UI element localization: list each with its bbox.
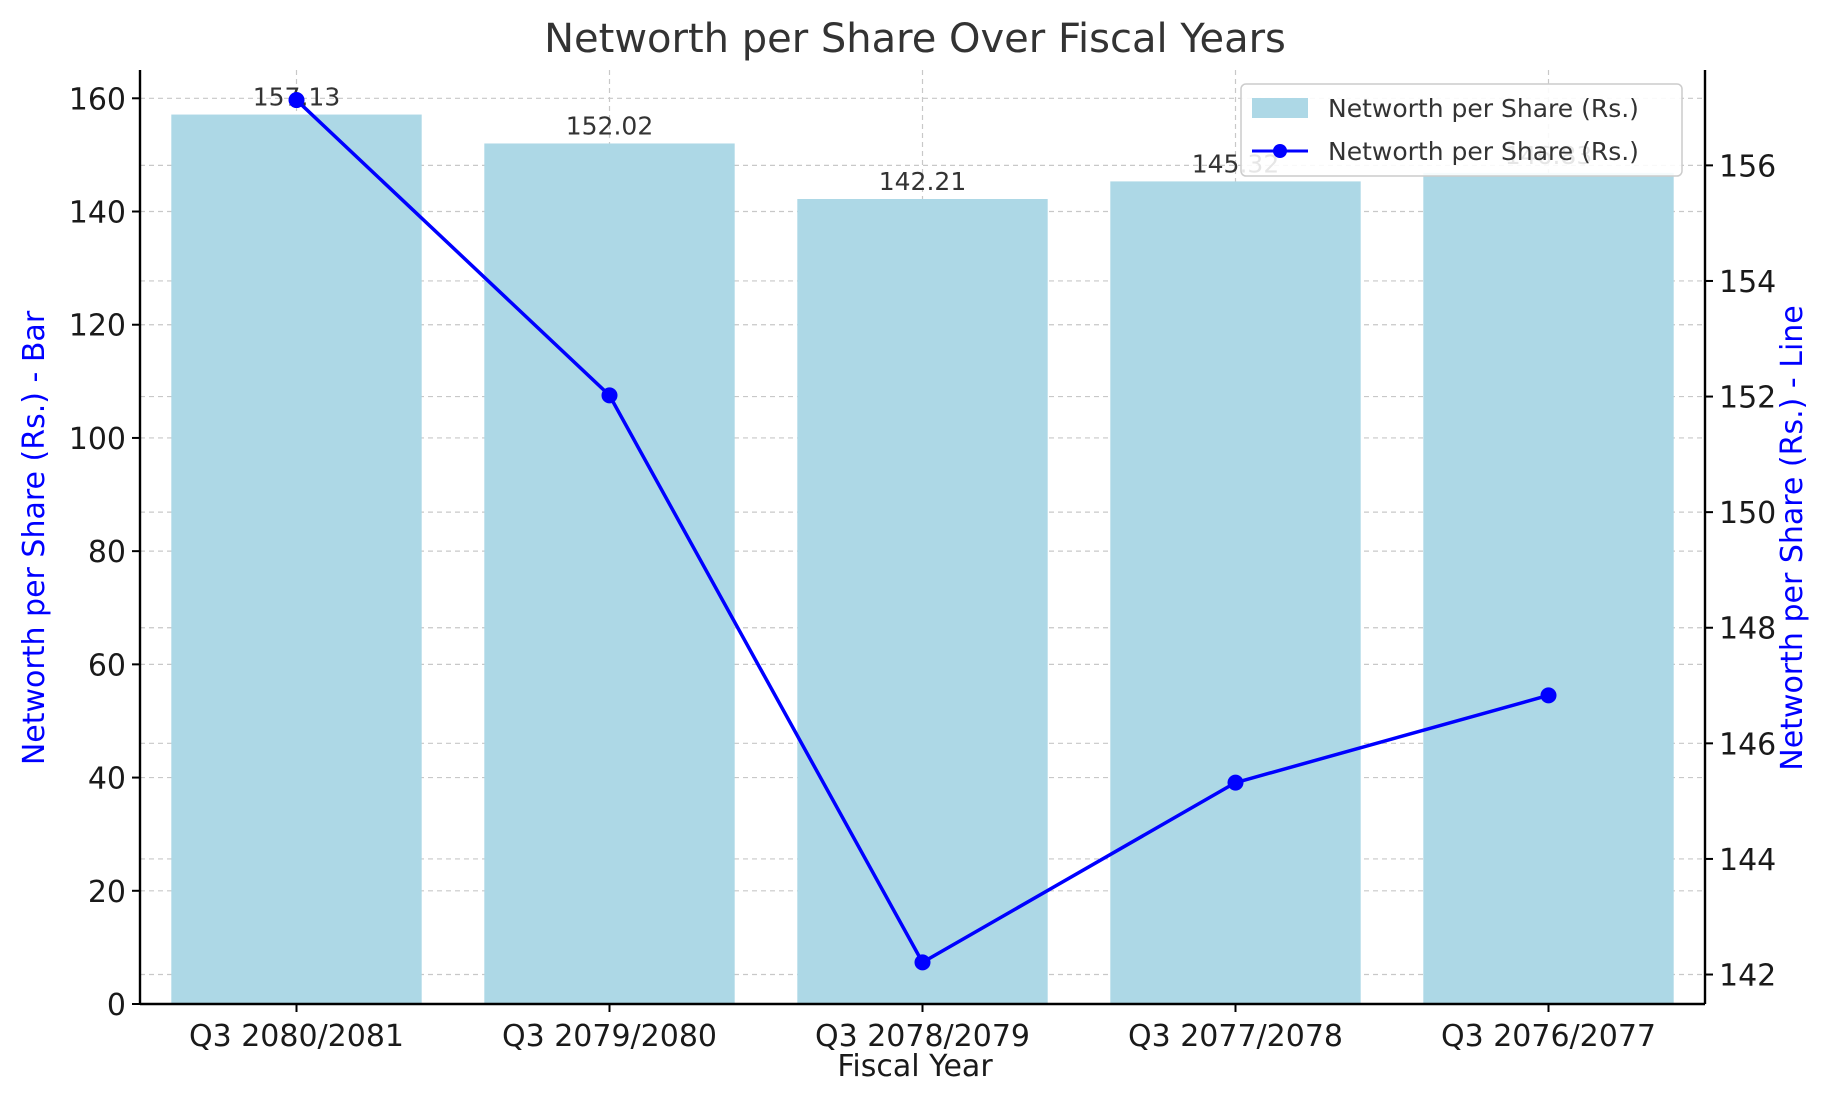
x-tick-label: Q3 2078/2079 [815, 1019, 1030, 1054]
line-series [288, 92, 1557, 971]
legend-bar-swatch [1252, 98, 1308, 118]
legend-box [1240, 83, 1683, 177]
bar [1110, 181, 1361, 1004]
x-tick-label: Q3 2076/2077 [1441, 1019, 1656, 1054]
axis-ticks: 0 20 40 60 80 100 120 140 160 142 144 146 148 150 152 1… [69, 82, 1777, 1054]
right-tick-label: 156 [1719, 149, 1776, 184]
line-point [1540, 687, 1557, 704]
line-point [288, 92, 305, 109]
left-tick-label: 60 [88, 648, 126, 683]
left-tick-label: 0 [107, 988, 126, 1023]
x-tick-label: Q3 2080/2081 [189, 1019, 404, 1054]
left-tick-label: 160 [69, 82, 126, 117]
right-tick-label: 150 [1719, 496, 1776, 531]
bar [171, 114, 422, 1005]
right-tick-label: 144 [1719, 843, 1776, 878]
legend: Networth per Share (Rs.) Networth per Sh… [1240, 83, 1683, 177]
right-tick-label: 142 [1719, 959, 1776, 994]
left-tick-label: 40 [88, 762, 126, 797]
bar [1423, 172, 1674, 1004]
right-tick-label: 152 [1719, 381, 1776, 416]
x-tick-label: Q3 2079/2080 [502, 1019, 717, 1054]
left-axis-title: Networth per Share (Rs.) - Bar [17, 310, 52, 765]
line-point [914, 954, 931, 971]
x-axis-title: Fiscal Year [837, 1049, 993, 1084]
left-tick-label: 80 [88, 535, 126, 570]
left-tick-label: 100 [69, 422, 126, 457]
legend-bar-label: Networth per Share (Rs.) [1328, 94, 1639, 123]
line-point [601, 387, 618, 404]
left-tick-label: 20 [88, 875, 126, 910]
left-tick-label: 120 [69, 309, 126, 344]
right-tick-label: 154 [1719, 265, 1776, 300]
legend-line-marker [1273, 144, 1287, 158]
left-tick-label: 140 [69, 196, 126, 231]
chart-title: Networth per Share Over Fiscal Years [544, 16, 1286, 62]
legend-line-label: Networth per Share (Rs.) [1328, 137, 1639, 166]
right-tick-label: 148 [1719, 612, 1776, 647]
bar [484, 143, 735, 1004]
x-tick-label: Q3 2077/2078 [1128, 1019, 1343, 1054]
bar-data-label: 142.21 [879, 167, 966, 196]
line-point [1227, 774, 1244, 791]
right-axis-title: Networth per Share (Rs.) - Line [1775, 305, 1810, 771]
bar-series [171, 114, 1674, 1005]
right-tick-label: 146 [1719, 727, 1776, 762]
bar-data-label: 152.02 [566, 111, 653, 140]
bar [797, 199, 1048, 1004]
